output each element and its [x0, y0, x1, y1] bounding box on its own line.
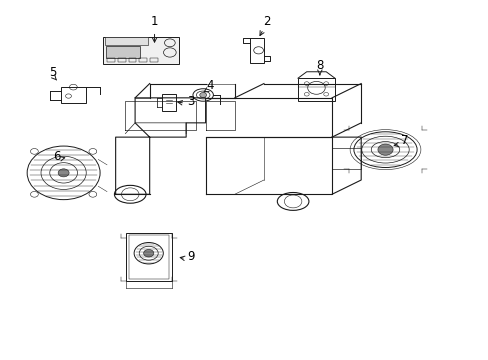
Bar: [128, 58, 136, 62]
Circle shape: [58, 169, 69, 177]
Text: 3: 3: [187, 95, 194, 108]
Text: 6: 6: [54, 150, 61, 163]
Bar: [107, 58, 115, 62]
Bar: [250, 38, 264, 63]
Bar: [125, 233, 171, 281]
Text: 2: 2: [262, 14, 269, 27]
Circle shape: [143, 249, 154, 257]
Text: 5: 5: [49, 66, 56, 79]
Bar: [162, 94, 176, 111]
Bar: [128, 235, 168, 279]
Text: 9: 9: [187, 250, 194, 263]
Bar: [118, 58, 125, 62]
Bar: [139, 58, 147, 62]
Bar: [150, 58, 158, 62]
Text: 1: 1: [150, 14, 158, 27]
Text: 4: 4: [206, 79, 214, 92]
Bar: [105, 46, 139, 58]
Bar: [61, 87, 85, 103]
Bar: [297, 78, 334, 102]
Bar: [103, 37, 178, 64]
Text: 7: 7: [400, 134, 408, 147]
Text: 8: 8: [316, 59, 323, 72]
Circle shape: [200, 93, 206, 98]
Circle shape: [377, 144, 392, 155]
Bar: [104, 37, 148, 45]
Bar: [331, 148, 361, 169]
